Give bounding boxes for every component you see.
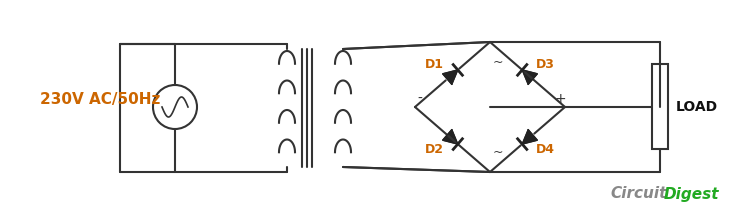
Text: D3: D3 [536, 58, 555, 71]
Text: LOAD: LOAD [676, 100, 718, 113]
Polygon shape [442, 70, 458, 84]
Text: 230V AC/50Hz: 230V AC/50Hz [40, 92, 160, 107]
Polygon shape [522, 130, 537, 144]
Text: Digest: Digest [664, 186, 719, 202]
Text: ~: ~ [493, 146, 503, 159]
Text: D2: D2 [425, 143, 444, 156]
Text: D1: D1 [425, 58, 444, 71]
Text: -: - [418, 92, 422, 106]
Polygon shape [522, 70, 537, 84]
Text: ~: ~ [493, 55, 503, 68]
Text: D4: D4 [536, 143, 555, 156]
FancyBboxPatch shape [652, 64, 668, 149]
Text: Circuit: Circuit [610, 186, 666, 202]
Polygon shape [442, 130, 458, 144]
Text: +: + [554, 92, 566, 106]
